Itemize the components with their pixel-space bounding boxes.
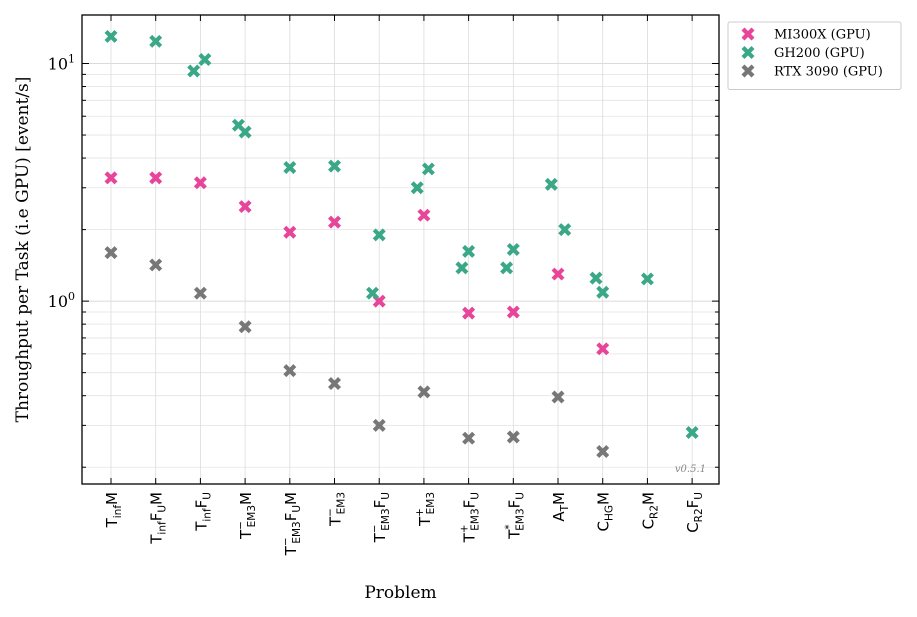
- category-label: TinfM: [103, 492, 124, 528]
- data-point-gh200-gpu: [410, 181, 424, 195]
- data-point-gh200-gpu: [372, 228, 386, 242]
- data-point-mi300x-gpu: [193, 176, 207, 190]
- legend-marker: [741, 46, 755, 59]
- data-point-rtx-3090-gpu: [372, 418, 386, 432]
- grid: [82, 15, 719, 484]
- version-label: v0.5.1: [675, 464, 706, 475]
- data-point-rtx-3090-gpu: [551, 390, 565, 404]
- data-point-rtx-3090-gpu: [596, 444, 610, 458]
- data-point-mi300x-gpu: [283, 225, 297, 239]
- category-label: T*EM3FU: [503, 492, 526, 540]
- data-point-mi300x-gpu: [417, 208, 431, 222]
- data-point-mi300x-gpu: [506, 305, 520, 319]
- data-point-gh200-gpu: [685, 426, 699, 439]
- data-point-rtx-3090-gpu: [149, 258, 163, 272]
- legend: MI300X (GPU) GH200 (GPU) RTX 3090 (GPU): [727, 21, 902, 90]
- legend-label: MI300X (GPU): [774, 28, 871, 43]
- data-point-rtx-3090-gpu: [417, 385, 431, 399]
- category-label: T−EM3M: [235, 492, 258, 540]
- data-point-mi300x-gpu: [149, 171, 163, 185]
- category-label: TinfFU: [192, 492, 213, 532]
- data-point-gh200-gpu: [640, 272, 654, 286]
- legend-label: GH200 (GPU): [774, 46, 865, 61]
- y-tick-labels: 100 101: [48, 53, 75, 312]
- category-label: CR2M: [639, 492, 660, 529]
- data-point-gh200-gpu: [366, 286, 379, 300]
- legend-marker: [741, 27, 755, 41]
- data-point-mi300x-gpu: [462, 306, 476, 320]
- category-label: T−EM3FUM: [280, 492, 303, 556]
- category-label: ATM: [550, 492, 571, 522]
- legend-marker: [741, 64, 755, 78]
- legend-label: RTX 3090 (GPU): [774, 65, 883, 80]
- data-point-gh200-gpu: [421, 162, 435, 176]
- y-tick-label: 100: [48, 290, 75, 311]
- data-point-mi300x-gpu: [551, 267, 565, 281]
- data-point-mi300x-gpu: [596, 342, 610, 356]
- data-point-rtx-3090-gpu: [193, 286, 207, 300]
- data-point-gh200-gpu: [198, 52, 212, 66]
- data-point-mi300x-gpu: [104, 171, 118, 185]
- data-point-gh200-gpu: [558, 223, 572, 237]
- category-label: T−EM3FU: [369, 492, 392, 543]
- category-label: T+EM3FU: [459, 492, 482, 543]
- x-axis-title: Problem: [364, 583, 436, 603]
- category-label: CR2FU: [684, 492, 705, 533]
- data-point-gh200-gpu: [506, 242, 520, 256]
- data-point-rtx-3090-gpu: [462, 431, 476, 445]
- data-point-gh200-gpu: [589, 271, 603, 285]
- data-point-mi300x-gpu: [238, 200, 252, 214]
- data-point-rtx-3090-gpu: [104, 246, 118, 260]
- data-point-rtx-3090-gpu: [328, 377, 341, 391]
- plot-frame: [81, 14, 720, 485]
- data-point-gh200-gpu: [104, 29, 118, 43]
- data-point-mi300x-gpu: [328, 215, 341, 229]
- data-point-gh200-gpu: [149, 34, 163, 48]
- category-label: T−EM3: [325, 492, 348, 527]
- data-point-gh200-gpu: [462, 244, 476, 258]
- category-label: TinfFUM: [148, 492, 169, 545]
- y-axis-title: Throughput per Task (i.e GPU) [event/s]: [13, 77, 33, 423]
- data-markers: [104, 29, 699, 458]
- category-label: T+EM3: [414, 492, 437, 527]
- legend-box: [727, 21, 902, 90]
- data-point-gh200-gpu: [328, 159, 341, 173]
- data-point-gh200-gpu: [596, 285, 610, 299]
- data-point-gh200-gpu: [500, 261, 514, 275]
- axis-ticks: [82, 15, 719, 484]
- data-point-rtx-3090-gpu: [283, 364, 297, 378]
- data-point-rtx-3090-gpu: [506, 430, 520, 444]
- data-point-rtx-3090-gpu: [238, 320, 252, 334]
- y-tick-label: 101: [48, 53, 75, 74]
- data-point-gh200-gpu: [238, 125, 252, 139]
- category-label: CHGM: [595, 492, 616, 531]
- data-point-gh200-gpu: [544, 177, 558, 191]
- data-point-gh200-gpu: [455, 261, 469, 275]
- data-point-gh200-gpu: [187, 64, 201, 78]
- data-point-gh200-gpu: [283, 161, 297, 175]
- x-tick-labels: TinfM TinfFUM TinfFU T−EM3M T−EM3FUM T−EM3 T−E…: [103, 492, 705, 556]
